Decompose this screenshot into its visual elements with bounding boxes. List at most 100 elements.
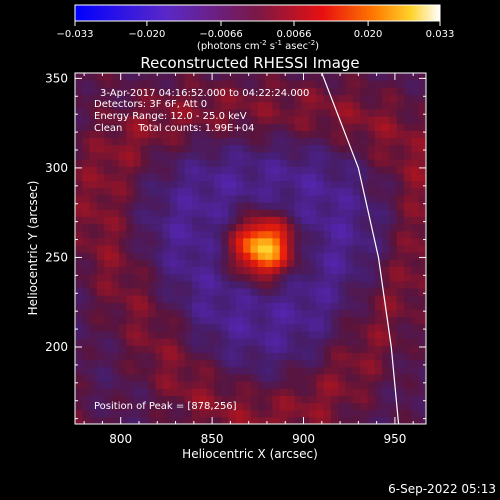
heatmap-cell xyxy=(118,295,127,303)
heatmap-cell xyxy=(389,230,398,239)
heatmap-cell xyxy=(118,166,127,174)
heatmap-cell xyxy=(155,352,164,361)
heatmap-cell xyxy=(140,101,149,110)
heatmap-cell xyxy=(323,223,332,232)
heatmap-cell xyxy=(382,209,391,217)
heatmap-cell xyxy=(367,287,376,296)
heatmap-cell xyxy=(345,137,354,146)
heatmap-cell xyxy=(323,230,332,239)
heatmap-cell xyxy=(213,316,222,325)
heatmap-cell xyxy=(389,373,398,382)
heatmap-cell xyxy=(323,373,332,382)
heatmap-cell xyxy=(192,144,200,153)
heatmap-cell xyxy=(316,302,325,310)
heatmap-cell xyxy=(228,94,237,103)
heatmap-cell xyxy=(382,388,391,396)
heatmap-cell xyxy=(140,388,149,396)
heatmap-cell xyxy=(272,87,281,96)
heatmap-cell xyxy=(382,266,391,275)
heatmap-cell xyxy=(396,416,405,424)
heatmap-cell xyxy=(170,287,178,296)
heatmap-cell xyxy=(352,115,361,124)
heatmap-cell xyxy=(404,173,412,182)
heatmap-cell xyxy=(184,87,193,96)
heatmap-cell xyxy=(140,280,149,289)
heatmap-cell xyxy=(418,87,426,96)
heatmap-cell xyxy=(382,338,391,346)
heatmap-cell xyxy=(404,158,412,167)
heatmap-cell xyxy=(82,187,91,196)
heatmap-cell xyxy=(228,201,237,210)
heatmap-cell xyxy=(177,187,186,196)
heatmap-cell xyxy=(374,94,383,103)
heatmap-cell xyxy=(162,395,171,404)
heatmap-cell xyxy=(206,338,215,346)
heatmap-cell xyxy=(126,338,135,346)
heatmap-cell xyxy=(265,416,274,424)
heatmap-cell xyxy=(287,273,295,282)
heatmap-cell xyxy=(155,273,164,282)
heatmap-cell xyxy=(272,345,281,353)
heatmap-cell xyxy=(118,409,127,418)
heatmap-cell xyxy=(213,209,222,217)
heatmap-cell xyxy=(316,244,325,253)
heatmap-cell xyxy=(148,209,157,217)
heatmap-cell xyxy=(133,94,142,103)
heatmap-cell xyxy=(250,130,259,139)
heatmap-cell xyxy=(374,273,383,282)
heatmap-cell xyxy=(199,166,208,174)
heatmap-cell xyxy=(170,381,178,389)
heatmap-cell xyxy=(265,381,274,389)
heatmap-cell xyxy=(111,209,120,217)
heatmap-cell xyxy=(126,373,135,382)
heatmap-cell xyxy=(89,388,98,396)
heatmap-cell xyxy=(170,359,178,368)
heatmap-cell xyxy=(257,137,266,146)
heatmap-cell xyxy=(389,395,398,404)
heatmap-cell xyxy=(404,201,412,210)
heatmap-cell xyxy=(111,137,120,146)
heatmap-cell xyxy=(272,295,281,303)
heatmap-cell xyxy=(228,416,237,424)
heatmap-cell xyxy=(111,330,120,339)
heatmap-cell xyxy=(265,101,274,110)
heatmap-cell xyxy=(272,230,281,239)
heatmap-cell xyxy=(287,309,295,318)
heatmap-cell xyxy=(374,237,383,246)
heatmap-cell xyxy=(104,338,113,346)
heatmap-cell xyxy=(374,180,383,189)
heatmap-cell xyxy=(389,237,398,246)
heatmap-cell xyxy=(235,273,244,282)
heatmap-cell xyxy=(316,201,325,210)
heatmap-cell xyxy=(206,115,215,124)
heatmap-cell xyxy=(323,194,332,203)
heatmap-cell xyxy=(155,381,164,389)
heatmap-cell xyxy=(177,345,186,353)
heatmap-cell xyxy=(213,87,222,96)
heatmap-cell xyxy=(367,345,376,353)
heatmap-cell xyxy=(199,108,208,117)
heatmap-cell xyxy=(206,151,215,160)
heatmap-cell xyxy=(213,194,222,203)
heatmap-cell xyxy=(309,323,317,332)
heatmap-cell xyxy=(126,230,135,239)
heatmap-cell xyxy=(89,151,98,160)
heatmap-cell xyxy=(374,80,383,88)
heatmap-cell xyxy=(126,323,135,332)
heatmap-cell xyxy=(301,108,310,117)
heatmap-cell xyxy=(89,80,98,88)
heatmap-cell xyxy=(301,273,310,282)
heatmap-cell xyxy=(279,237,288,246)
heatmap-cell xyxy=(294,373,303,382)
heatmap-cell xyxy=(228,187,237,196)
heatmap-cell xyxy=(192,173,200,182)
heatmap-cell xyxy=(148,273,157,282)
heatmap-cell xyxy=(279,187,288,196)
heatmap-cell xyxy=(396,216,405,225)
heatmap-cell xyxy=(279,108,288,117)
heatmap-cell xyxy=(184,101,193,110)
heatmap-cell xyxy=(316,137,325,146)
heatmap-cell xyxy=(411,194,420,203)
heatmap-cell xyxy=(177,194,186,203)
annotation-clean: Clean Total counts: 1.99E+04 xyxy=(94,123,254,134)
